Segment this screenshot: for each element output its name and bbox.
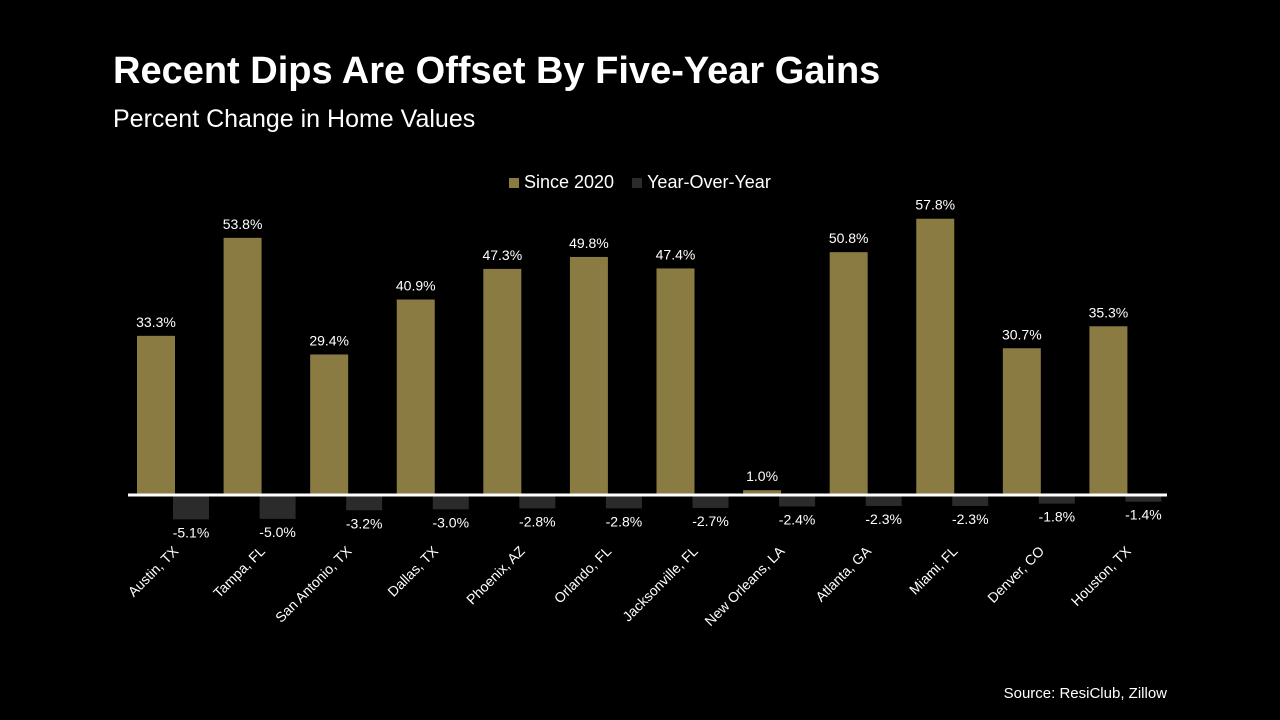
- bar-since-2020-san-antonio-tx: [310, 354, 349, 495]
- legend-item-since-2020: Since 2020: [509, 172, 614, 193]
- data-label-year-over-year-orlando-fl: -2.8%: [606, 513, 643, 529]
- x-axis-tick-labels: Austin, TX Tampa, FL San Antonio, TX Dallas…: [125, 542, 1135, 629]
- bar-since-2020-orlando-fl: [569, 256, 608, 495]
- data-label-since-2020-denver-co: 30.7%: [1002, 326, 1042, 342]
- x-tick-label-jacksonville-fl: Jacksonville, FL: [619, 543, 701, 625]
- data-label-year-over-year-miami-fl: -2.3%: [952, 511, 989, 527]
- year-over-year-series: [173, 495, 1162, 520]
- x-tick-label-atlanta-ga: Atlanta, GA: [812, 542, 874, 604]
- bar-since-2020-houston-tx: [1089, 326, 1128, 495]
- chart-subtitle: Percent Change in Home Values: [113, 105, 476, 133]
- legend-swatch-since-2020: [509, 177, 519, 188]
- source-note: Source: ResiClub, Zillow: [1003, 685, 1167, 702]
- bar-year-over-year-orlando-fl: [605, 495, 642, 509]
- bar-since-2020-new-orleans-la: [743, 490, 782, 495]
- data-label-year-over-year-denver-co: -1.8%: [1039, 509, 1076, 525]
- since-2020-data-labels: 33.3% 53.8% 29.4% 40.9% 47.3% 49.8% 47.4% 1.0% 5…: [136, 197, 1128, 485]
- bar-since-2020-miami-fl: [916, 218, 955, 495]
- year-over-year-data-labels: -5.1% -5.0% -3.2% -3.0% -2.8% -2.8% -2.7% -2.4%…: [173, 507, 1162, 541]
- chart-legend: Since 2020 Year-Over-Year: [509, 172, 789, 193]
- bar-year-over-year-jacksonville-fl: [692, 495, 729, 508]
- data-label-since-2020-jacksonville-fl: 47.4%: [656, 246, 696, 262]
- bar-since-2020-jacksonville-fl: [656, 268, 695, 495]
- x-tick-label-austin-tx: Austin, TX: [125, 542, 182, 599]
- x-tick-label-new-orleans-la: New Orleans, LA: [701, 542, 788, 629]
- x-tick-label-dallas-tx: Dallas, TX: [384, 542, 441, 599]
- data-label-year-over-year-tampa-fl: -5.0%: [259, 524, 296, 540]
- data-label-year-over-year-new-orleans-la: -2.4%: [779, 511, 816, 527]
- legend-label-since-2020: Since 2020: [524, 172, 615, 192]
- x-tick-label-denver-co: Denver, CO: [984, 543, 1047, 606]
- bar-year-over-year-tampa-fl: [259, 495, 296, 519]
- bar-since-2020-austin-tx: [137, 335, 175, 495]
- data-label-since-2020-tampa-fl: 53.8%: [223, 216, 263, 232]
- legend-item-year-over-year: Year-Over-Year: [632, 172, 771, 193]
- bar-year-over-year-austin-tx: [173, 495, 209, 520]
- data-label-since-2020-miami-fl: 57.8%: [915, 197, 955, 213]
- x-tick-label-houston-tx: Houston, TX: [1068, 542, 1135, 609]
- bar-since-2020-phoenix-az: [483, 268, 522, 495]
- data-label-year-over-year-jacksonville-fl: -2.7%: [692, 513, 729, 529]
- x-tick-label-phoenix-az: Phoenix, AZ: [463, 542, 528, 607]
- bar-since-2020-atlanta-ga: [829, 252, 868, 495]
- bar-year-over-year-miami-fl: [952, 495, 989, 506]
- data-label-since-2020-atlanta-ga: 50.8%: [829, 230, 869, 246]
- data-label-year-over-year-austin-tx: -5.1%: [173, 524, 210, 540]
- data-label-year-over-year-atlanta-ga: -2.3%: [865, 511, 902, 527]
- data-label-since-2020-houston-tx: 35.3%: [1089, 304, 1129, 320]
- x-tick-label-orlando-fl: Orlando, FL: [551, 543, 615, 607]
- data-label-since-2020-new-orleans-la: 1.0%: [746, 468, 778, 484]
- bar-year-over-year-denver-co: [1038, 495, 1075, 504]
- bar-year-over-year-phoenix-az: [519, 495, 556, 509]
- bar-year-over-year-san-antonio-tx: [346, 495, 383, 511]
- data-label-year-over-year-dallas-tx: -3.0%: [432, 514, 469, 530]
- data-label-year-over-year-houston-tx: -1.4%: [1125, 507, 1162, 523]
- data-label-since-2020-phoenix-az: 47.3%: [482, 247, 522, 263]
- bar-year-over-year-houston-tx: [1125, 495, 1162, 502]
- bar-since-2020-tampa-fl: [223, 237, 262, 495]
- bar-year-over-year-new-orleans-la: [779, 495, 816, 507]
- legend-swatch-year-over-year: [632, 177, 643, 188]
- data-label-year-over-year-san-antonio-tx: -3.2%: [346, 515, 383, 531]
- since-2020-series: [137, 218, 1128, 495]
- x-tick-label-tampa-fl: Tampa, FL: [210, 543, 268, 601]
- chart-title: Recent Dips Are Offset By Five-Year Gain…: [113, 50, 881, 92]
- bar-since-2020-denver-co: [1002, 348, 1041, 495]
- legend-label-year-over-year: Year-Over-Year: [647, 172, 771, 192]
- bar-year-over-year-dallas-tx: [432, 495, 469, 510]
- bar-since-2020-dallas-tx: [396, 299, 435, 495]
- x-tick-label-miami-fl: Miami, FL: [906, 543, 961, 598]
- data-label-since-2020-orlando-fl: 49.8%: [569, 235, 609, 251]
- bar-year-over-year-atlanta-ga: [865, 495, 902, 506]
- data-label-year-over-year-phoenix-az: -2.8%: [519, 513, 556, 529]
- x-tick-label-san-antonio-tx: San Antonio, TX: [272, 542, 355, 625]
- data-label-since-2020-san-antonio-tx: 29.4%: [309, 332, 349, 348]
- data-label-since-2020-austin-tx: 33.3%: [136, 314, 176, 330]
- data-label-since-2020-dallas-tx: 40.9%: [396, 277, 436, 293]
